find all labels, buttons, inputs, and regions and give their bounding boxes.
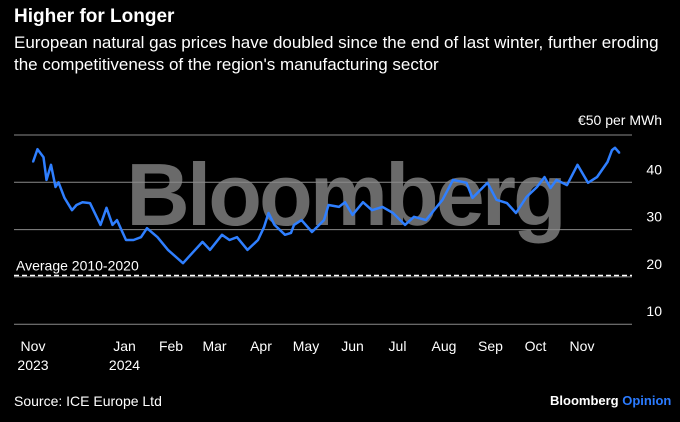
data-point	[228, 239, 231, 241]
data-point	[618, 152, 621, 154]
data-point	[105, 207, 108, 209]
reference-line-label: Average 2010-2020	[16, 257, 139, 273]
source-note: Source: ICE Europe Ltd	[14, 393, 162, 409]
data-point	[536, 186, 538, 188]
y-tick-label: 30	[646, 209, 662, 225]
data-point	[146, 227, 148, 229]
data-point	[293, 224, 295, 226]
data-point	[45, 179, 48, 181]
x-tick-label: Apr	[250, 338, 272, 354]
data-point	[50, 163, 52, 166]
data-point	[132, 239, 135, 241]
y-tick-label: 40	[646, 161, 662, 177]
data-point	[89, 202, 91, 204]
data-point	[549, 187, 552, 189]
y-tick-label: 10	[646, 303, 662, 319]
chart-subtitle: European natural gas prices have doubled…	[14, 33, 659, 74]
data-point	[596, 176, 598, 178]
data-point	[452, 179, 454, 181]
data-point	[506, 202, 508, 204]
data-point	[63, 197, 66, 199]
data-point	[587, 181, 589, 184]
data-point	[555, 179, 558, 181]
data-point	[311, 231, 313, 233]
data-point	[351, 214, 354, 216]
data-point	[182, 262, 184, 264]
data-point	[465, 181, 468, 184]
data-point	[75, 204, 78, 206]
x-tick-label: Mar	[202, 338, 226, 354]
data-point	[71, 209, 73, 212]
data-point	[614, 146, 616, 149]
bloomberg-opinion-logo: Bloomberg Opinion	[550, 393, 672, 408]
data-point	[495, 199, 498, 201]
data-point	[338, 206, 340, 208]
data-point	[566, 184, 568, 186]
data-point	[371, 209, 373, 212]
data-point	[221, 234, 223, 236]
data-point	[201, 241, 204, 243]
data-point	[57, 181, 60, 184]
x-tick-label: Jul	[389, 338, 407, 354]
data-point	[156, 236, 159, 238]
data-point	[125, 239, 127, 241]
data-point	[362, 201, 364, 203]
x-tick-label: Sep	[478, 338, 503, 354]
x-tick-label: Nov	[21, 338, 46, 354]
data-point	[257, 239, 259, 241]
data-point	[209, 249, 211, 251]
data-point	[381, 206, 384, 208]
chart-title: Higher for Longer	[14, 6, 175, 27]
data-point	[54, 186, 57, 188]
data-point	[140, 236, 142, 238]
data-point	[99, 224, 102, 226]
data-point	[525, 196, 528, 198]
data-point	[36, 148, 39, 150]
data-point	[515, 212, 517, 214]
x-tick-label: Aug	[432, 338, 457, 354]
data-point	[425, 219, 427, 221]
data-point	[267, 212, 270, 214]
price-line	[31, 146, 621, 265]
x-tick-label: Nov	[570, 338, 595, 354]
data-point	[611, 149, 613, 151]
data-point	[32, 161, 34, 163]
x-tick-label: Oct	[525, 338, 547, 354]
data-point	[290, 232, 292, 234]
data-point	[81, 201, 84, 203]
data-point	[191, 252, 193, 255]
data-point	[263, 226, 265, 229]
y-unit-label: €50 per MWh	[577, 112, 662, 128]
data-point	[42, 156, 45, 159]
data-point	[167, 249, 169, 251]
data-point	[300, 219, 303, 221]
x-tick-year-label: 2023	[17, 357, 48, 373]
y-tick-label: 20	[646, 256, 662, 272]
data-point	[471, 197, 474, 199]
data-point	[576, 163, 579, 166]
data-point	[344, 201, 346, 203]
data-point	[441, 199, 444, 201]
data-point	[413, 216, 415, 218]
x-tick-label: Jan	[113, 338, 136, 354]
x-tick-label: Jun	[341, 338, 364, 354]
data-point	[273, 224, 276, 226]
data-point	[392, 212, 394, 214]
data-point	[116, 219, 118, 221]
data-point	[606, 161, 609, 163]
data-point	[327, 204, 330, 206]
x-tick-label: May	[293, 338, 319, 354]
data-point	[246, 249, 249, 251]
x-tick-year-label: 2024	[109, 357, 140, 373]
data-point	[486, 181, 489, 184]
data-point	[284, 234, 286, 236]
x-tick-label: Feb	[159, 338, 183, 354]
data-point	[236, 236, 238, 238]
data-point	[111, 224, 114, 226]
data-point	[543, 176, 546, 178]
data-point	[323, 219, 325, 221]
data-point	[404, 224, 406, 226]
